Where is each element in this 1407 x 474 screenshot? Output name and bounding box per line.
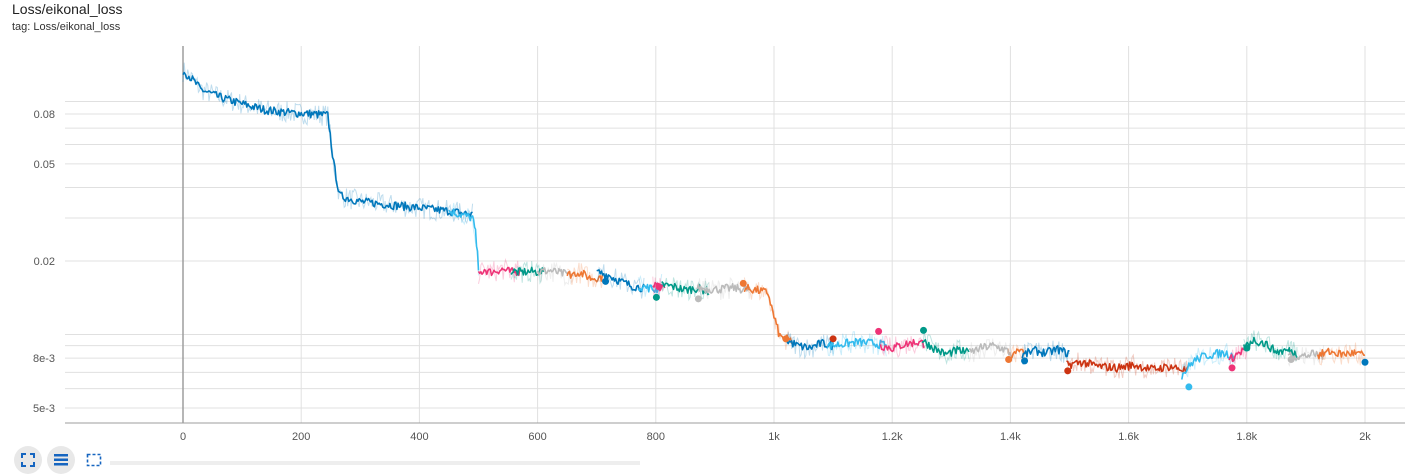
series-end-marker xyxy=(1064,367,1072,375)
end-markers xyxy=(602,277,1369,391)
series-smoothed-line xyxy=(637,283,663,294)
tick-labels: 0 200 400 600 800 1k 1.2k 1.4k 1.6k 1.8k 2k 0.08 0.0… xyxy=(33,109,1371,443)
series-end-marker xyxy=(655,283,663,291)
x-tick-label: 0 xyxy=(180,431,186,443)
series-smoothed-line xyxy=(1066,359,1189,373)
series-end-marker xyxy=(1005,355,1013,363)
series-end-marker xyxy=(782,335,790,343)
series-raw-line xyxy=(921,332,970,366)
series-smoothed-line xyxy=(921,338,970,357)
y-tick-label: 0.08 xyxy=(34,109,55,121)
data-table-button[interactable] xyxy=(47,446,75,474)
series-smoothed-line xyxy=(1181,349,1236,380)
x-tick-label: 1.2k xyxy=(882,431,903,443)
series-end-marker xyxy=(1185,383,1193,391)
series-smoothed-line xyxy=(182,71,473,218)
series-end-marker xyxy=(1361,358,1369,366)
y-tick-label: 8e-3 xyxy=(33,353,55,365)
series-smoothed-line xyxy=(566,269,604,283)
series-smoothed-line xyxy=(1021,345,1070,359)
y-tick-label: 5e-3 xyxy=(33,403,55,415)
series-smoothed-line xyxy=(596,269,645,293)
series-raw-line xyxy=(478,257,521,285)
fullscreen-button[interactable] xyxy=(14,446,42,474)
fit-domain-button[interactable] xyxy=(80,446,108,474)
series-end-marker xyxy=(1228,364,1236,372)
series-smoothed-line xyxy=(1287,349,1325,361)
y-tick-label: 0.05 xyxy=(34,159,55,171)
grid-lines xyxy=(65,46,1405,423)
series-raw-line xyxy=(510,260,544,285)
series-raw-line xyxy=(826,331,887,357)
x-tick-label: 1.4k xyxy=(1000,431,1021,443)
chart-tag: tag: Loss/eikonal_loss xyxy=(12,21,121,33)
x-tick-label: 200 xyxy=(292,431,310,443)
series-raw-line xyxy=(1066,352,1189,379)
series-raw-line xyxy=(448,202,479,276)
series-smoothed-line xyxy=(968,341,1015,359)
series-end-marker xyxy=(875,327,883,335)
series-end-marker xyxy=(739,279,747,287)
x-tick-label: 600 xyxy=(528,431,546,443)
list-icon xyxy=(54,454,68,466)
x-tick-label: 1.8k xyxy=(1236,431,1257,443)
x-tick-label: 2k xyxy=(1359,431,1371,443)
series-raw-line xyxy=(661,277,710,302)
series-smoothed-line xyxy=(696,283,752,294)
series-smoothed-line xyxy=(448,208,480,271)
series-smoothed-line xyxy=(510,266,545,276)
series-end-marker xyxy=(652,293,660,301)
series-raw-line xyxy=(879,335,925,358)
series-smoothed-line xyxy=(879,338,926,353)
series-raw-line xyxy=(182,62,474,225)
x-tick-label: 1k xyxy=(768,431,780,443)
series-end-marker xyxy=(1287,355,1295,363)
series-end-marker xyxy=(602,277,610,285)
series-raw-line xyxy=(968,338,1014,363)
y-tick-label: 0.02 xyxy=(34,256,55,268)
x-tick-label: 800 xyxy=(647,431,665,443)
chart-title: Loss/eikonal_loss xyxy=(12,1,123,17)
series-smoothed-line xyxy=(785,337,834,351)
horizontal-scrollbar[interactable] xyxy=(110,461,640,465)
series-raw-line xyxy=(1021,340,1070,366)
series-end-marker xyxy=(694,295,702,303)
series-smoothed-line xyxy=(1316,347,1366,360)
series-end-marker xyxy=(920,326,928,334)
series-lines xyxy=(182,62,1366,380)
series-end-marker xyxy=(1021,357,1029,365)
series-raw-line xyxy=(537,261,574,287)
series-smoothed-line xyxy=(1243,336,1298,358)
fullscreen-icon xyxy=(21,453,35,467)
series-raw-line xyxy=(1317,342,1366,366)
series-end-marker xyxy=(1243,344,1251,352)
axes xyxy=(65,46,1405,424)
series-smoothed-line xyxy=(826,337,888,350)
series-end-marker xyxy=(829,335,837,343)
x-tick-label: 1.6k xyxy=(1118,431,1139,443)
x-tick-label: 400 xyxy=(410,431,428,443)
